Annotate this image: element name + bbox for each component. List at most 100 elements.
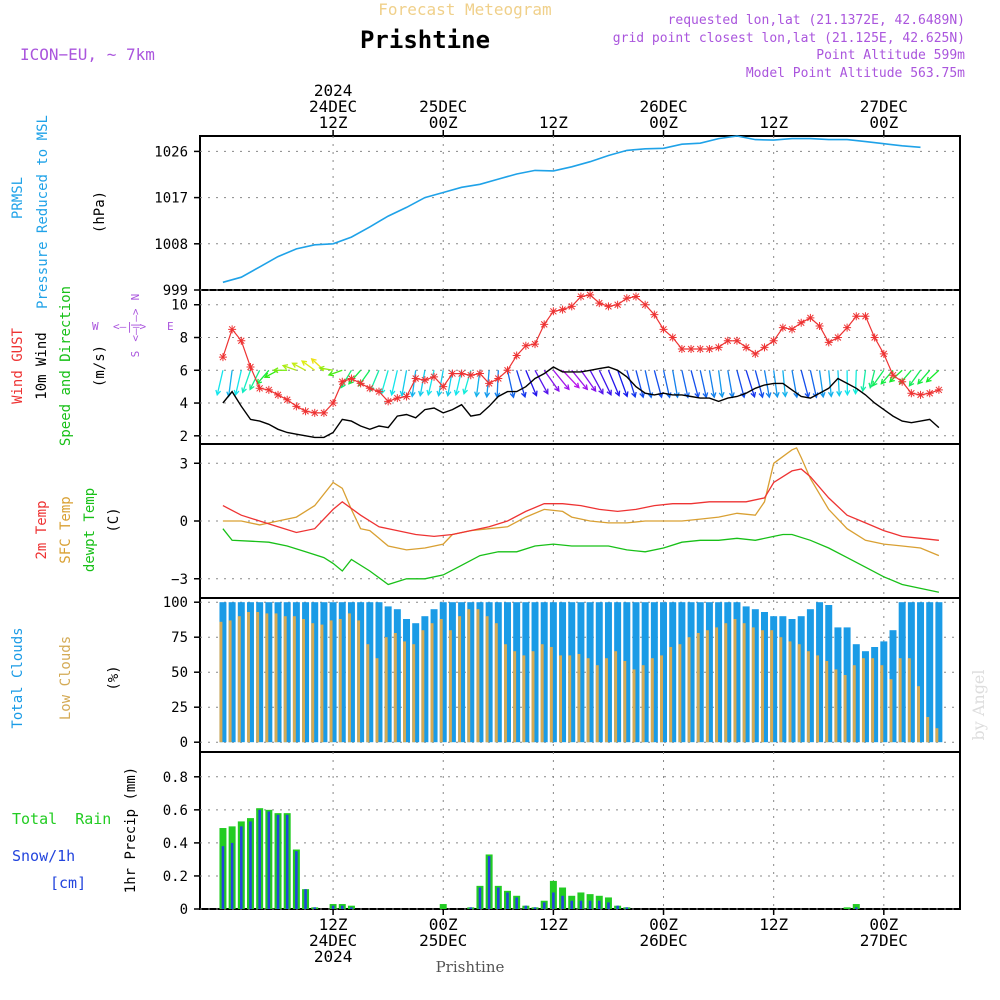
wind-arrow-head <box>827 391 834 398</box>
total-cloud-bar <box>458 602 466 743</box>
low-cloud-bar <box>604 658 608 743</box>
total-cloud-bar <box>861 651 869 743</box>
total-cloud-bar <box>788 619 796 743</box>
snow-bar <box>249 821 252 909</box>
gust-marker <box>843 323 852 332</box>
total-cloud-bar <box>751 609 759 743</box>
wind-arrow-head <box>426 389 433 397</box>
gust-marker <box>870 333 879 342</box>
wind-arrow <box>534 369 549 394</box>
gust-marker <box>374 387 383 396</box>
compass-w: W <box>92 320 99 333</box>
low-cloud-bar <box>540 644 544 743</box>
total-cloud-bar <box>834 627 842 743</box>
wind-arrow <box>380 370 389 394</box>
pressure-unit: (hPa) <box>92 191 108 233</box>
low-cloud-bar <box>898 658 902 743</box>
total-cloud-bar <box>366 602 374 743</box>
wind-arrow <box>626 370 636 398</box>
low-cloud-bar <box>641 665 645 743</box>
wind-arrow <box>763 370 770 398</box>
snow-bar <box>588 900 592 909</box>
wind-arrow <box>348 369 362 385</box>
wind-arrow <box>869 370 876 388</box>
wind-arrow <box>598 369 612 396</box>
wind-arrow-head <box>318 365 325 372</box>
wind-arrow <box>717 370 723 397</box>
total-cloud-bar <box>715 602 723 743</box>
low-cloud-bar <box>430 623 434 743</box>
wind-arrow-head <box>582 384 589 391</box>
total-cloud-bar <box>283 602 291 743</box>
dewpt-temp-line <box>222 528 940 593</box>
temp-2m-line <box>222 468 939 541</box>
total-cloud-bar <box>614 602 622 743</box>
time-label: 12Z <box>539 113 568 132</box>
gust-marker <box>301 407 310 416</box>
total-cloud-bar <box>724 602 732 743</box>
gust-marker <box>218 353 227 362</box>
pressure-label-2: Pressure Reduced to MSL <box>35 115 51 309</box>
total-cloud-bar <box>742 606 750 743</box>
low-cloud-bar <box>834 669 838 743</box>
gust-marker <box>255 384 264 393</box>
temp-panel-labels: 2m Temp SFC Temp dewpt Temp (C) <box>34 488 122 572</box>
wind-arrow <box>917 369 931 385</box>
low-cloud-bar <box>852 665 856 743</box>
compass-n: N <box>129 294 142 301</box>
precip-unit: 1hr Precip (mm) <box>123 767 139 893</box>
cloud-unit: (%) <box>106 665 122 690</box>
low-cloud-bar <box>705 630 709 743</box>
low-cloud-bar <box>494 623 498 743</box>
gust-marker <box>402 392 411 401</box>
snow-bar <box>276 814 280 909</box>
wind-arrow <box>242 370 252 393</box>
precip-tick-label: 0.6 <box>163 803 188 819</box>
wind-arrow <box>292 362 306 371</box>
clouds-tick-label: 100 <box>163 595 188 611</box>
wind-arrow <box>672 370 679 398</box>
wind-arrow-head <box>233 389 240 397</box>
wind-arrow-head <box>718 391 725 399</box>
snow-bar <box>506 892 509 909</box>
requested-coords: requested lon,lat (21.1372E, 42.6489N) <box>668 13 965 28</box>
wind-arrow <box>506 370 515 398</box>
total-cloud-bar <box>761 612 768 743</box>
gust-marker <box>668 333 677 342</box>
gust-marker <box>448 369 457 378</box>
total-cloud-bar <box>669 602 677 743</box>
low-cloud-bar <box>632 669 636 743</box>
low-cloud-bar <box>880 665 884 743</box>
total-cloud-bar <box>439 602 447 743</box>
total-cloud-bar <box>494 602 502 743</box>
wind-arrow-head <box>880 378 887 385</box>
model-altitude: Model Point Altitude 563.75m <box>746 66 965 81</box>
gust-marker <box>347 374 356 383</box>
wind-arrow <box>635 370 644 398</box>
temp-2m-label: 2m Temp <box>34 500 50 559</box>
low-cloud-bar <box>715 627 719 743</box>
wind-arrow <box>249 369 261 390</box>
snow-bar <box>524 905 528 909</box>
low-cloud-bar <box>357 620 361 743</box>
snow-bar <box>579 900 583 909</box>
time-label: 00Z <box>649 915 678 934</box>
wind-arrow <box>411 370 417 397</box>
wind-arrow <box>872 369 885 387</box>
wind-arrow-head <box>908 380 915 387</box>
total-cloud-bar <box>522 602 530 743</box>
low-cloud-bar <box>228 620 232 743</box>
wind-10m-line <box>222 366 940 439</box>
total-cloud-bar <box>393 609 401 743</box>
wind-arrow <box>862 370 867 392</box>
wind-arrow-head <box>389 389 396 397</box>
total-cloud-bar <box>421 616 429 743</box>
gust-marker <box>604 302 613 311</box>
low-cloud-bar <box>531 651 535 743</box>
wind-arrow-head <box>564 384 570 391</box>
low-cloud-bar <box>761 630 764 743</box>
wind-arrow <box>580 369 597 392</box>
y-tick-labels: 999 1008 1017 1026 2 4 6 8 10 −3 0 3 0 25 50 75 100 0 0.2 0… <box>154 144 188 918</box>
low-cloud-bar <box>375 658 379 743</box>
total-cloud-bar <box>384 606 392 743</box>
